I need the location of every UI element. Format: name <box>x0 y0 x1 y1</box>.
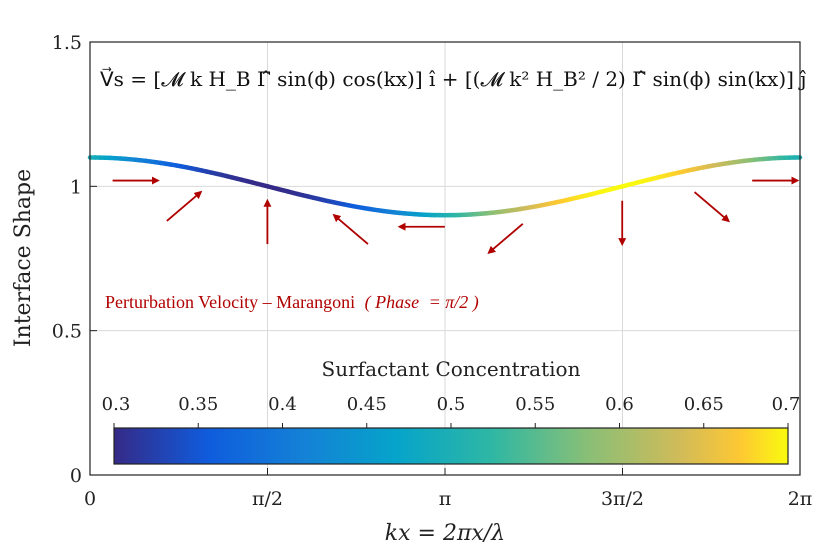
annotation: Perturbation Velocity – Marangoni ( Phas… <box>105 292 479 313</box>
colorbar-tick-label-0: 0.3 <box>102 394 131 415</box>
colorbar-tick-label-4: 0.5 <box>437 394 466 415</box>
velocity-equation: V⃗s = [𝓜 k H_B Γ̂ sin(ϕ) cos(kx)] î + [(… <box>100 66 807 91</box>
x-ticks: 0 π/2 π 3π/2 2π <box>84 468 812 510</box>
annotation-phase-value: = π/2 ) <box>429 292 479 313</box>
x-tick-label-0: 0 <box>84 488 96 510</box>
colorbar-tick-label-3: 0.45 <box>347 394 387 415</box>
colorbar-tick-label-5: 0.55 <box>515 394 555 415</box>
colorbar-title: Surfactant Concentration <box>322 357 581 381</box>
colorbar-tick-label-6: 0.6 <box>605 394 634 415</box>
x-axis-title: kx = 2πx/λ <box>385 521 505 546</box>
colorbar-tick-label-1: 0.35 <box>178 394 218 415</box>
interface-curve <box>87 155 803 218</box>
x-tick-label-4: 2π <box>788 488 813 510</box>
velocity-arrow-5 <box>487 223 524 255</box>
y-ticks: 0 0.5 1 1.5 <box>52 32 97 487</box>
velocity-arrow-1 <box>166 190 203 222</box>
y-tick-label-0: 0 <box>70 465 82 487</box>
annotation-phase-open: ( <box>365 292 372 313</box>
y-axis-title: Interface Shape <box>11 169 36 347</box>
colorbar-tick-label-7: 0.65 <box>684 394 724 415</box>
colorbar-tick-label-8: 0.7 <box>772 394 801 415</box>
y-tick-label-2: 1 <box>70 176 82 198</box>
annotation-phase-label: Phase <box>374 292 419 312</box>
x-tick-label-1: π/2 <box>252 488 283 510</box>
colorbar-ticks: 0.3 0.35 0.4 0.45 0.5 0.55 0.6 0.65 0.7 <box>102 394 801 428</box>
velocity-arrow-3 <box>332 213 369 245</box>
annotation-text: Perturbation Velocity – Marangoni <box>105 292 355 312</box>
y-tick-label-3: 1.5 <box>52 32 82 54</box>
grid <box>90 42 800 475</box>
colorbar-tick-label-2: 0.4 <box>268 394 297 415</box>
x-tick-label-2: π <box>439 488 452 510</box>
colorbar <box>113 427 789 465</box>
x-tick-label-3: 3π/2 <box>601 488 644 510</box>
y-tick-label-1: 0.5 <box>52 321 82 343</box>
velocity-arrow-7 <box>693 191 730 223</box>
velocity-arrows <box>112 176 800 255</box>
